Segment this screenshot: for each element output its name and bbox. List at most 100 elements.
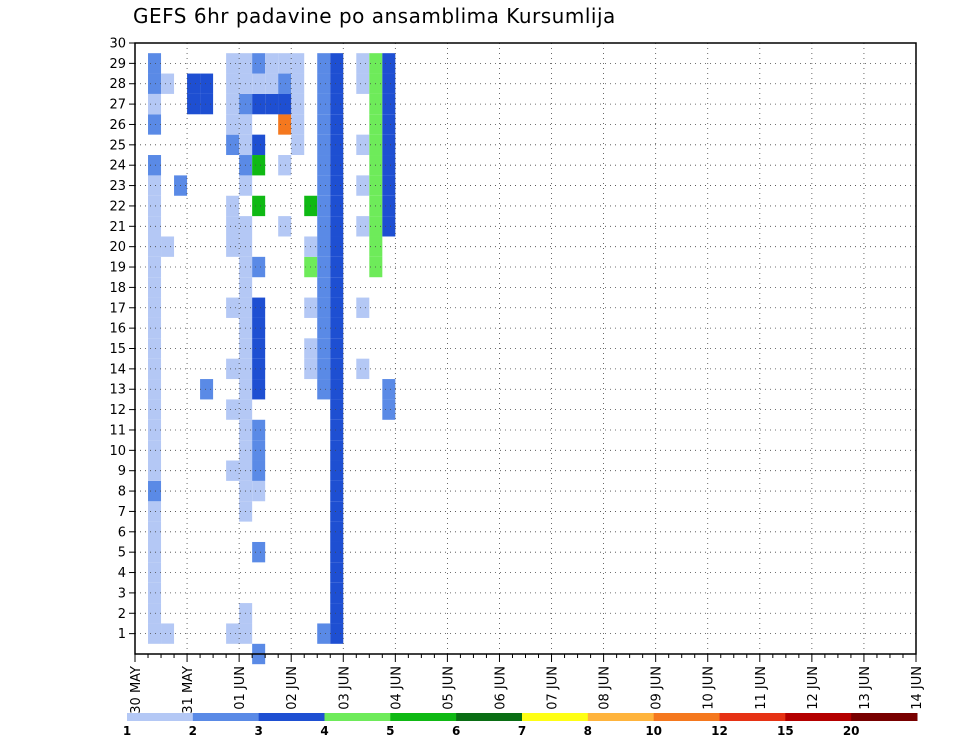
heatmap-cell <box>330 195 344 217</box>
heatmap-cell <box>148 297 162 318</box>
y-tick-label: 9 <box>118 464 126 479</box>
colorbar-swatch <box>324 713 391 721</box>
colorbar-swatch <box>785 713 852 721</box>
colorbar-swatch <box>522 713 589 721</box>
heatmap-cell <box>226 358 240 380</box>
heatmap-cell <box>317 93 331 115</box>
x-tick-label: 07 JUN <box>546 666 561 710</box>
heatmap-cell <box>330 297 344 318</box>
heatmap-cell <box>148 256 162 278</box>
heatmap-cell <box>330 277 344 298</box>
heatmap-cell <box>330 317 344 339</box>
colorbar-swatch <box>587 713 655 721</box>
heatmap-cell <box>356 358 370 380</box>
heatmap-cell <box>148 155 162 176</box>
heatmap-cell <box>148 562 162 583</box>
heatmap-cell <box>226 195 240 217</box>
y-tick-label: 8 <box>118 485 126 500</box>
x-tick-label: 06 JUN <box>493 666 508 710</box>
heatmap-cell <box>382 93 396 115</box>
heatmap-cell <box>330 256 344 278</box>
colorbar-label: 10 <box>645 724 662 738</box>
heatmap-cell <box>226 134 240 156</box>
colorbar-label: 15 <box>777 724 794 738</box>
y-tick-label: 4 <box>118 566 126 581</box>
heatmap-cell <box>148 114 162 135</box>
heatmap-cell <box>382 114 396 135</box>
heatmap-cell <box>317 236 331 257</box>
heatmap-cell <box>317 134 331 156</box>
heatmap-cell <box>252 53 266 74</box>
heatmap-cell <box>252 155 266 176</box>
colorbar-label: 4 <box>320 724 328 738</box>
y-tick-label: 13 <box>109 383 126 398</box>
heatmap-cell <box>330 379 344 400</box>
heatmap-cell <box>317 317 331 339</box>
heatmap-cell <box>278 114 292 135</box>
x-tick-label: 02 JUN <box>285 666 300 710</box>
heatmap-cell <box>148 216 162 237</box>
heatmap-cell <box>265 93 279 115</box>
colorbar-label: 3 <box>254 724 262 738</box>
y-tick-label: 10 <box>109 444 126 459</box>
x-tick-label: 13 JUN <box>858 666 873 710</box>
colorbar-label: 12 <box>711 724 728 738</box>
colorbar-swatch <box>851 713 918 721</box>
heatmap-cell <box>226 460 240 481</box>
heatmap-cell <box>226 114 240 135</box>
heatmap-cell <box>330 338 344 359</box>
heatmap-cell <box>317 623 331 644</box>
heatmap-cell <box>356 297 370 318</box>
chart-title: GEFS 6hr padavine po ansamblima Kursumli… <box>133 4 616 28</box>
colorbar-swatch <box>653 713 720 721</box>
y-tick-label: 27 <box>109 98 126 113</box>
colorbar-swatch <box>719 713 786 721</box>
heatmap-cell <box>265 73 279 94</box>
heatmap-cell <box>382 379 396 400</box>
y-tick-label: 1 <box>118 627 126 642</box>
heatmap-cell <box>161 236 175 257</box>
heatmap-cell <box>356 73 370 94</box>
heatmap-cell <box>291 134 305 156</box>
heatmap-cell <box>252 338 266 359</box>
x-tick-label: 31 MAY <box>181 666 196 714</box>
heatmap-cell <box>330 501 344 522</box>
x-tick-label: 12 JUN <box>806 666 821 710</box>
heatmap-cell <box>148 440 162 461</box>
heatmap-cell <box>148 358 162 380</box>
heatmap-cell <box>187 73 201 94</box>
heatmap-cell <box>148 419 162 441</box>
heatmap-cell <box>330 603 344 624</box>
y-tick-label: 14 <box>109 362 126 377</box>
y-tick-label: 6 <box>118 525 126 540</box>
heatmap-cell <box>252 379 266 400</box>
heatmap-cell <box>330 358 344 380</box>
heatmap-cell <box>317 195 331 217</box>
heatmap-cell <box>330 623 344 644</box>
heatmap-cell <box>161 73 175 94</box>
heatmap-cell <box>317 379 331 400</box>
heatmap-cell <box>382 155 396 176</box>
heatmap-cell <box>382 73 396 94</box>
y-tick-label: 20 <box>109 240 126 255</box>
heatmap-cell <box>148 623 162 644</box>
y-tick-label: 26 <box>109 118 126 133</box>
y-tick-label: 5 <box>118 546 126 561</box>
colorbar-swatch <box>456 713 523 721</box>
heatmap-cell <box>148 73 162 94</box>
heatmap-cell <box>356 53 370 74</box>
x-tick-label: 05 JUN <box>441 666 456 710</box>
x-tick-label: 14 JUN <box>910 666 925 710</box>
y-tick-label: 30 <box>109 37 126 52</box>
y-tick-label: 18 <box>109 281 126 296</box>
x-tick-label: 04 JUN <box>389 666 404 710</box>
y-tick-label: 19 <box>109 261 126 276</box>
heatmap-cell <box>330 582 344 604</box>
heatmap-cell <box>317 155 331 176</box>
heatmap-cell <box>252 93 266 115</box>
heatmap-cell <box>148 93 162 115</box>
heatmap-cell <box>252 440 266 461</box>
heatmap-cell <box>200 379 214 400</box>
x-tick-label: 30 MAY <box>129 666 144 714</box>
heatmap-cell <box>330 419 344 441</box>
